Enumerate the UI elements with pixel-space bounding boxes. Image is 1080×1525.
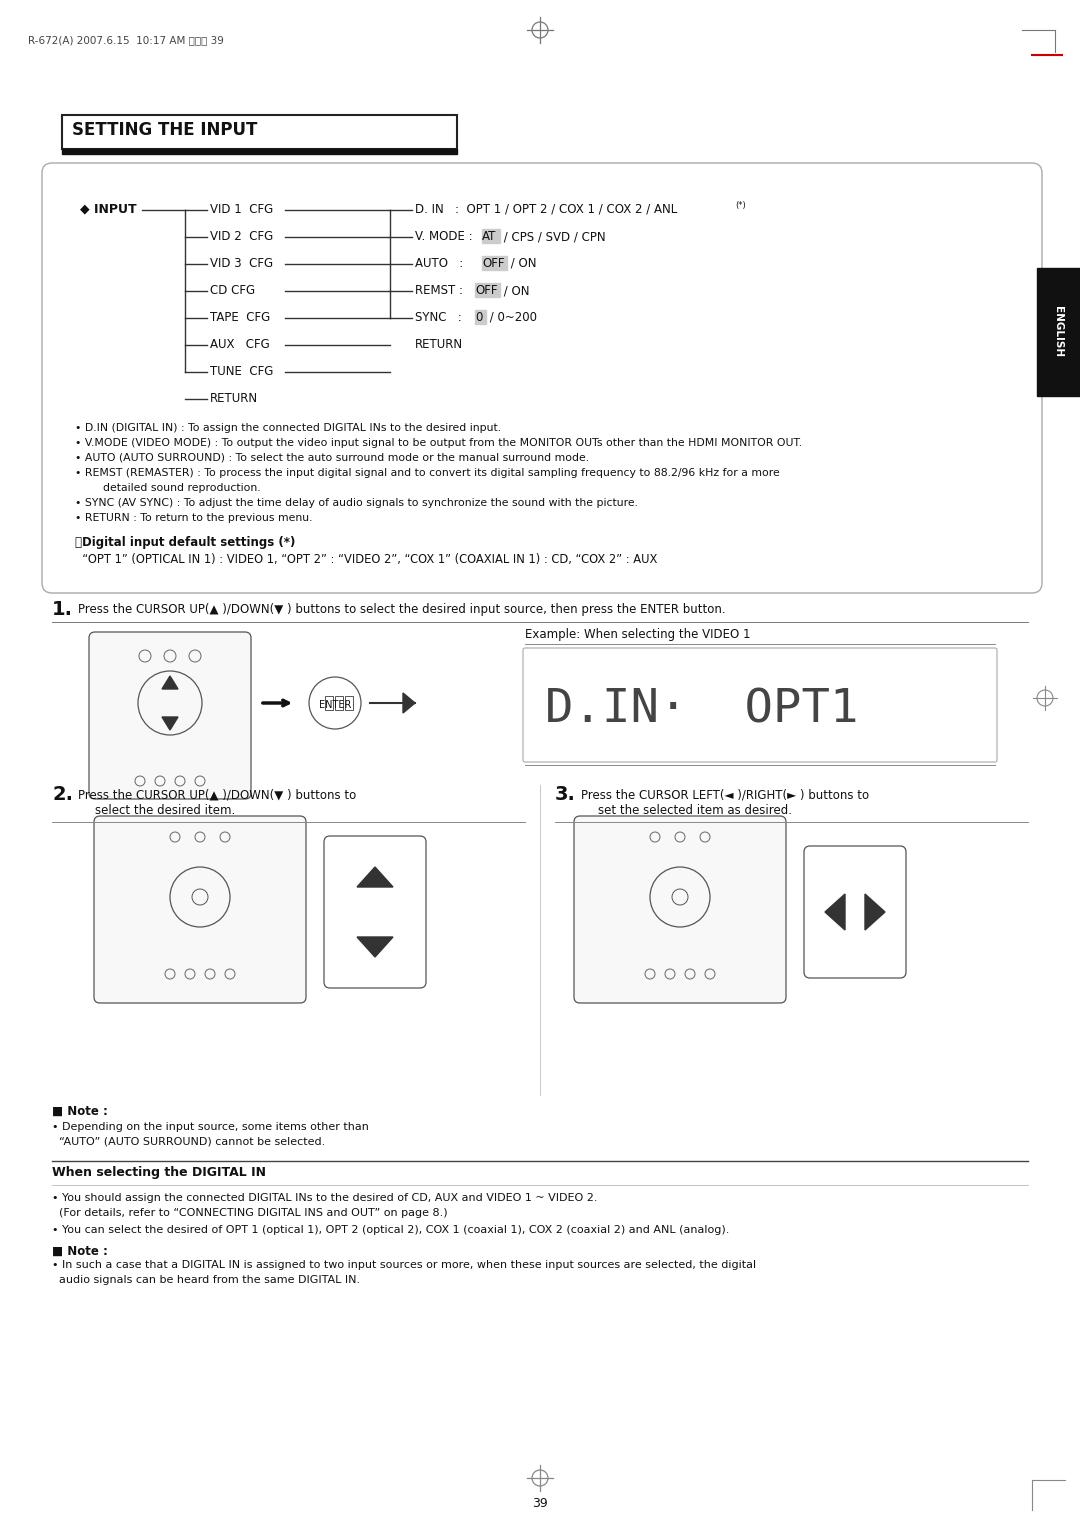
Polygon shape	[825, 894, 845, 930]
Bar	[345, 695, 353, 711]
Text: R-672(A) 2007.6.15  10:17 AM 페이지 39: R-672(A) 2007.6.15 10:17 AM 페이지 39	[28, 35, 224, 46]
Text: 2.: 2.	[52, 785, 73, 804]
Text: detailed sound reproduction.: detailed sound reproduction.	[75, 483, 260, 493]
Text: • You can select the desired of OPT 1 (optical 1), OPT 2 (optical 2), COX 1 (coa: • You can select the desired of OPT 1 (o…	[52, 1225, 729, 1235]
Text: CD CFG: CD CFG	[210, 284, 255, 297]
Text: V. MODE :: V. MODE :	[415, 230, 476, 242]
Text: 標Digital input default settings (*): 標Digital input default settings (*)	[75, 535, 295, 549]
FancyBboxPatch shape	[523, 648, 997, 762]
Text: Press the CURSOR UP(▲ )/DOWN(▼ ) buttons to select the desired input source, the: Press the CURSOR UP(▲ )/DOWN(▼ ) buttons…	[78, 602, 726, 616]
FancyBboxPatch shape	[89, 631, 251, 799]
Text: • RETURN : To return to the previous menu.: • RETURN : To return to the previous men…	[75, 512, 312, 523]
Text: When selecting the DIGITAL IN: When selecting the DIGITAL IN	[52, 1167, 266, 1179]
Text: VID 3  CFG: VID 3 CFG	[210, 258, 273, 270]
Text: • Depending on the input source, some items other than: • Depending on the input source, some it…	[52, 1122, 369, 1132]
Text: OFF: OFF	[482, 258, 504, 270]
Text: • AUTO (AUTO SURROUND) : To select the auto surround mode or the manual surround: • AUTO (AUTO SURROUND) : To select the a…	[75, 453, 589, 464]
Text: SYNC   :: SYNC :	[415, 311, 469, 323]
Text: RETURN: RETURN	[210, 392, 258, 406]
Text: • REMST (REMASTER) : To process the input digital signal and to convert its digi: • REMST (REMASTER) : To process the inpu…	[75, 468, 780, 477]
Text: D.IN·  OPT1: D.IN· OPT1	[545, 688, 859, 732]
Text: VID 1  CFG: VID 1 CFG	[210, 203, 273, 217]
Text: 3.: 3.	[555, 785, 576, 804]
Text: AT: AT	[482, 230, 497, 242]
Text: SETTING THE INPUT: SETTING THE INPUT	[72, 120, 257, 139]
Text: Example: When selecting the VIDEO 1: Example: When selecting the VIDEO 1	[525, 628, 751, 640]
Text: / ON: / ON	[507, 258, 537, 270]
Text: “OPT 1” (OPTICAL IN 1) : VIDEO 1, “OPT 2” : “VIDEO 2”, “COX 1” (COAXIAL IN 1) : : “OPT 1” (OPTICAL IN 1) : VIDEO 1, “OPT 2…	[75, 554, 658, 566]
Text: “AUTO” (AUTO SURROUND) cannot be selected.: “AUTO” (AUTO SURROUND) cannot be selecte…	[52, 1138, 325, 1147]
Text: audio signals can be heard from the same DIGITAL IN.: audio signals can be heard from the same…	[52, 1275, 360, 1286]
Text: Press the CURSOR LEFT(◄ )/RIGHT(► ) buttons to: Press the CURSOR LEFT(◄ )/RIGHT(► ) butt…	[581, 788, 869, 801]
Polygon shape	[162, 717, 178, 730]
Polygon shape	[865, 894, 885, 930]
Text: ◆ INPUT: ◆ INPUT	[80, 201, 137, 215]
Text: ENTER: ENTER	[319, 700, 351, 711]
FancyBboxPatch shape	[94, 816, 306, 1003]
Bar	[325, 695, 333, 711]
Text: 0: 0	[475, 311, 483, 323]
Bar	[475, 284, 500, 297]
Text: • In such a case that a DIGITAL IN is assigned to two input sources or more, whe: • In such a case that a DIGITAL IN is as…	[52, 1260, 756, 1270]
Text: D. IN   :  OPT 1 / OPT 2 / COX 1 / COX 2 / ANL: D. IN : OPT 1 / OPT 2 / COX 1 / COX 2 / …	[415, 203, 677, 217]
FancyBboxPatch shape	[42, 163, 1042, 593]
Text: • V.MODE (VIDEO MODE) : To output the video input signal to be output from the M: • V.MODE (VIDEO MODE) : To output the vi…	[75, 438, 802, 448]
Polygon shape	[357, 868, 393, 888]
Text: TAPE  CFG: TAPE CFG	[210, 311, 270, 323]
FancyBboxPatch shape	[573, 816, 786, 1003]
Text: ■ Note :: ■ Note :	[52, 1244, 108, 1258]
Text: AUX   CFG: AUX CFG	[210, 339, 270, 351]
Bar	[1037, 268, 1080, 396]
Bar	[62, 114, 457, 149]
Text: RETURN: RETURN	[415, 339, 463, 351]
Polygon shape	[162, 676, 178, 689]
Text: TUNE  CFG: TUNE CFG	[210, 364, 273, 378]
Text: / CPS / SVD / CPN: / CPS / SVD / CPN	[500, 230, 606, 242]
Bar	[335, 695, 343, 711]
FancyBboxPatch shape	[324, 836, 426, 988]
Polygon shape	[357, 936, 393, 958]
Text: • SYNC (AV SYNC) : To adjust the time delay of audio signals to synchronize the : • SYNC (AV SYNC) : To adjust the time de…	[75, 499, 638, 508]
Text: / 0~200: / 0~200	[486, 311, 537, 323]
Text: ■ Note :: ■ Note :	[52, 1106, 108, 1118]
Text: • D.IN (DIGITAL IN) : To assign the connected DIGITAL INs to the desired input.: • D.IN (DIGITAL IN) : To assign the conn…	[75, 422, 501, 433]
Text: REMST :: REMST :	[415, 284, 471, 297]
Text: 1.: 1.	[52, 599, 73, 619]
Text: / ON: / ON	[500, 284, 529, 297]
Text: AUTO   :: AUTO :	[415, 258, 471, 270]
Text: (*): (*)	[735, 201, 746, 210]
Bar	[62, 149, 457, 154]
Text: OFF: OFF	[475, 284, 498, 297]
Text: VID 2  CFG: VID 2 CFG	[210, 230, 273, 242]
Bar	[482, 229, 500, 242]
Text: select the desired item.: select the desired item.	[95, 804, 235, 817]
Bar	[475, 310, 486, 323]
Text: set the selected item as desired.: set the selected item as desired.	[598, 804, 792, 817]
Text: • You should assign the connected DIGITAL INs to the desired of CD, AUX and VIDE: • You should assign the connected DIGITA…	[52, 1193, 597, 1203]
Text: ENGLISH: ENGLISH	[1053, 307, 1064, 357]
Polygon shape	[403, 692, 415, 714]
Text: (For details, refer to “CONNECTING DIGITAL INS and OUT” on page 8.): (For details, refer to “CONNECTING DIGIT…	[52, 1208, 447, 1218]
Text: 39: 39	[532, 1498, 548, 1510]
Text: Press the CURSOR UP(▲ )/DOWN(▼ ) buttons to: Press the CURSOR UP(▲ )/DOWN(▼ ) buttons…	[78, 788, 356, 801]
FancyBboxPatch shape	[804, 846, 906, 978]
Bar	[482, 256, 507, 270]
